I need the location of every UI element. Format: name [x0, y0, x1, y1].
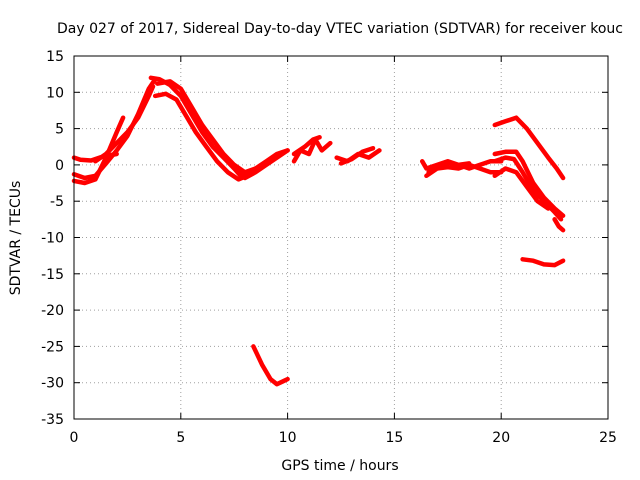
- y-tick-label: -25: [41, 339, 64, 355]
- x-tick-label: 5: [176, 430, 185, 446]
- series-arc-21: [492, 166, 551, 211]
- x-tick-label: 15: [385, 430, 403, 446]
- y-tick-label: -35: [41, 412, 64, 428]
- y-tick-label: -10: [41, 231, 64, 247]
- x-tick-labels: 0 5 10 15 20 25: [70, 430, 617, 446]
- axis-ticks: [73, 55, 609, 420]
- x-axis-label: GPS time / hours: [281, 458, 398, 474]
- y-tick-label: 0: [55, 158, 64, 174]
- series-arc-19: [492, 149, 566, 218]
- y-tick-label: 15: [46, 49, 64, 65]
- series-arc-11: [291, 135, 322, 157]
- series-arc-18: [492, 115, 566, 181]
- x-tick-label: 0: [70, 430, 79, 446]
- series-arc-14: [251, 344, 290, 387]
- x-tick-label: 25: [599, 430, 617, 446]
- series-arc-3: [71, 115, 126, 186]
- y-axis-label: SDTVAR / TECUs: [8, 181, 24, 296]
- series-arc-23: [520, 257, 566, 268]
- series-arc-8: [238, 148, 290, 179]
- series-arc-7: [152, 91, 250, 182]
- y-tick-label: -15: [41, 267, 64, 283]
- series-arc-2: [71, 76, 158, 181]
- grid-lines: [74, 56, 608, 419]
- x-tick-label: 20: [492, 430, 510, 446]
- data-series-layer: [71, 75, 566, 387]
- series-arc-22: [552, 217, 566, 233]
- series-arc-20: [492, 155, 564, 222]
- y-tick-label: -5: [50, 194, 64, 210]
- y-tick-label: 10: [46, 85, 64, 101]
- series-arc-16: [424, 162, 504, 179]
- y-tick-label: 5: [55, 122, 64, 138]
- y-tick-label: -20: [41, 303, 64, 319]
- series-arc-9: [242, 148, 290, 181]
- y-tick-label: -30: [41, 376, 64, 392]
- series-arc-6: [155, 79, 258, 175]
- x-tick-label: 10: [279, 430, 297, 446]
- series-arc-13: [338, 145, 376, 166]
- y-tick-labels: -35 -30 -25 -20 -15 -10 -5 0 5 10 15: [41, 49, 64, 428]
- chart-title: Day 027 of 2017, Sidereal Day-to-day VTE…: [57, 21, 623, 37]
- series-arc-17: [426, 160, 472, 175]
- series-arc-4: [93, 84, 156, 164]
